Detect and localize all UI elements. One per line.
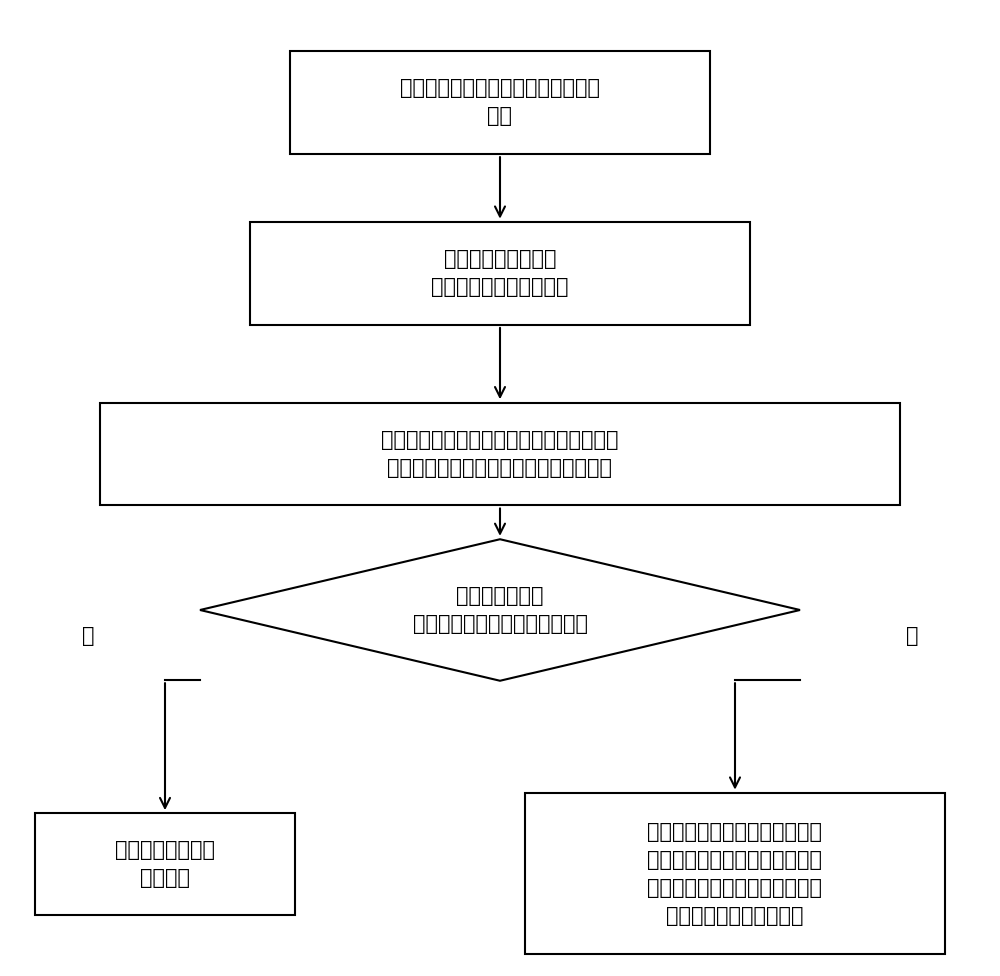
Text: 统计剩余的变更
方案的个数，判断个数是否为零: 统计剩余的变更 方案的个数，判断个数是否为零 <box>413 586 588 634</box>
Bar <box>250 222 750 324</box>
Text: 根据剩余的变更方案的个数求解
当前设计变更的最优设计方案并
以最优设计方案进行设计变更，
或结束当前设计变更处理: 根据剩余的变更方案的个数求解 当前设计变更的最优设计方案并 以最优设计方案进行设… <box>648 822 822 925</box>
Text: 根据各个变更方案对应的变更差量判断该变
更方案是否有效，并舍弃无效的变更方案: 根据各个变更方案对应的变更差量判断该变 更方案是否有效，并舍弃无效的变更方案 <box>381 429 619 478</box>
Text: 计算各个变更方案在
计算不同领域的变更差量: 计算各个变更方案在 计算不同领域的变更差量 <box>431 249 569 298</box>
Bar <box>100 402 900 506</box>
Text: 确定当前设计变更时各个领域的变更
方案: 确定当前设计变更时各个领域的变更 方案 <box>400 78 600 127</box>
Text: 直接结束当前设计
变更处理: 直接结束当前设计 变更处理 <box>115 839 215 888</box>
Bar <box>525 793 945 955</box>
Polygon shape <box>200 539 800 681</box>
Bar <box>35 812 295 915</box>
Text: 否: 否 <box>906 627 918 646</box>
Text: 是: 是 <box>82 627 94 646</box>
Bar <box>290 51 710 153</box>
